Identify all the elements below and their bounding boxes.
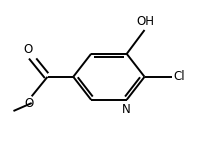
Text: O: O: [24, 43, 33, 56]
Text: O: O: [24, 97, 33, 110]
Text: Cl: Cl: [174, 70, 186, 83]
Text: N: N: [122, 103, 131, 116]
Text: OH: OH: [137, 15, 154, 28]
